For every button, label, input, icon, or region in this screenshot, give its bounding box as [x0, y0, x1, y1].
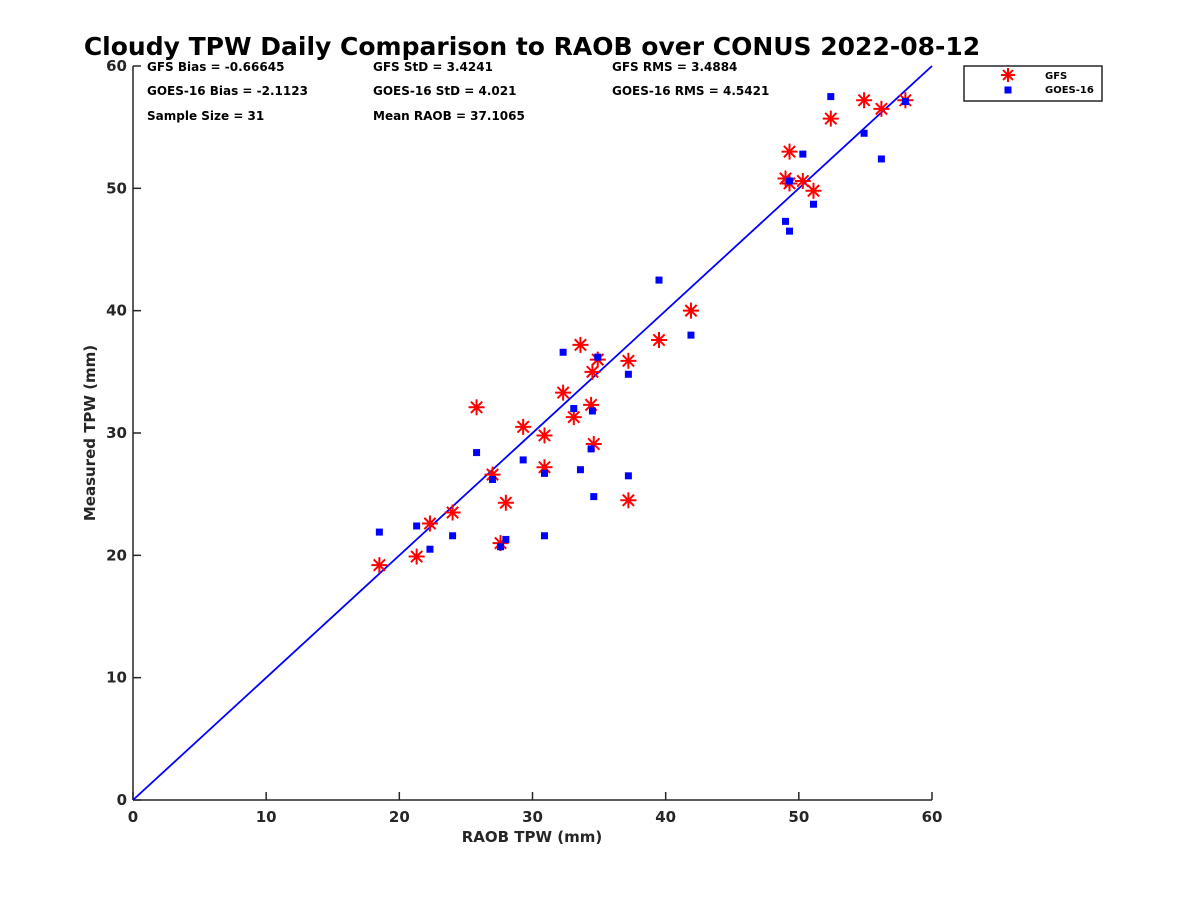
- y-axis-label: Measured TPW (mm): [81, 345, 99, 521]
- goes16-point: [449, 532, 457, 540]
- goes-bias-text: GOES-16 Bias = -2.1123: [147, 84, 308, 98]
- goes16-point: [827, 93, 835, 101]
- data-points: [371, 92, 914, 574]
- goes16-point: [540, 532, 548, 540]
- x-tick-label: 10: [256, 808, 277, 826]
- gfs-point: [822, 110, 839, 127]
- y-tick-label: 50: [106, 179, 127, 197]
- gfs-point: [651, 332, 668, 349]
- x-tick-label: 50: [788, 808, 809, 826]
- mean-raob-text: Mean RAOB = 37.1065: [373, 109, 525, 123]
- goes16-point: [570, 405, 578, 413]
- goes16-point: [590, 493, 598, 501]
- gfs-point: [805, 182, 822, 199]
- x-tick-label: 40: [655, 808, 676, 826]
- goes16-point: [877, 155, 885, 163]
- goes16-point: [786, 227, 794, 235]
- x-tick-label: 60: [922, 808, 943, 826]
- gfs-point: [781, 143, 798, 160]
- legend-box: [963, 65, 1103, 102]
- goes16-point: [901, 97, 909, 105]
- goes16-point: [624, 472, 632, 480]
- goes16-point: [786, 177, 794, 185]
- gfs-point: [584, 363, 601, 380]
- gfs-point: [620, 352, 637, 369]
- y-tick-label: 30: [106, 424, 127, 442]
- stats-block: GFS Bias = -0.66645 GFS StD = 3.4241 GFS…: [147, 60, 769, 123]
- gfs-point: [620, 492, 637, 509]
- x-axis-label: RAOB TPW (mm): [462, 828, 603, 846]
- gfs-point: [468, 399, 485, 416]
- goes16-point: [799, 150, 807, 158]
- goes16-point: [375, 528, 383, 536]
- gfs-bias-text: GFS Bias = -0.66645: [147, 60, 284, 74]
- x-tick-label: 0: [128, 808, 138, 826]
- y-tick-label: 0: [117, 791, 127, 809]
- goes16-point: [426, 545, 434, 553]
- gfs-point: [484, 466, 501, 483]
- y-tick-label: 20: [106, 546, 127, 564]
- goes16-point: [655, 276, 663, 284]
- gfs-point: [515, 418, 532, 435]
- goes16-point: [624, 370, 632, 378]
- gfs-rms-text: GFS RMS = 3.4884: [612, 60, 737, 74]
- goes16-point: [502, 535, 510, 543]
- goes-rms-text: GOES-16 RMS = 4.5421: [612, 84, 769, 98]
- gfs-point: [497, 494, 514, 511]
- gfs-point: [408, 548, 425, 565]
- gfs-point: [536, 427, 553, 444]
- goes16-point: [860, 129, 868, 137]
- gfs-point: [873, 100, 890, 117]
- goes16-point: [594, 353, 602, 361]
- gfs-point: [572, 336, 589, 353]
- x-tick-label: 30: [522, 808, 543, 826]
- legend-goes-label: GOES-16: [1045, 85, 1094, 96]
- legend-gfs-symbol: [1001, 68, 1015, 82]
- gfs-std-text: GFS StD = 3.4241: [373, 60, 493, 74]
- legend-goes-marker: [1004, 86, 1012, 94]
- y-tick-label: 40: [106, 302, 127, 320]
- goes16-point: [587, 445, 595, 453]
- gfs-point: [682, 302, 699, 319]
- one-to-one-line: [132, 65, 933, 801]
- gfs-point: [444, 504, 461, 521]
- legend-gfs-label: GFS: [1045, 71, 1067, 82]
- legend-gfs-marker: [1001, 68, 1015, 82]
- axes: 0 10 20 30 40 50 60 0 10 20 30 40 50 60: [106, 57, 942, 826]
- sample-size-text: Sample Size = 31: [147, 109, 264, 123]
- legend: GFS GOES-16: [963, 65, 1103, 102]
- y-tick-label: 60: [106, 57, 127, 75]
- chart-title: Cloudy TPW Daily Comparison to RAOB over…: [84, 32, 980, 61]
- goes16-point: [782, 217, 790, 225]
- y-tick-label: 10: [106, 669, 127, 687]
- gfs-point: [856, 92, 873, 109]
- goes16-point: [489, 475, 497, 483]
- gfs-point: [421, 515, 438, 532]
- legend-goes-symbol: [1004, 86, 1012, 94]
- goes16-point: [540, 469, 548, 477]
- x-tick-label: 20: [389, 808, 410, 826]
- goes-std-text: GOES-16 StD = 4.021: [373, 84, 516, 98]
- gfs-point: [371, 557, 388, 574]
- goes16-point: [473, 449, 481, 457]
- goes16-point: [519, 456, 527, 464]
- goes16-point: [559, 348, 567, 356]
- goes16-point: [576, 466, 584, 474]
- goes16-point: [809, 200, 817, 208]
- goes16-point: [588, 407, 596, 415]
- goes16-point: [413, 522, 421, 530]
- reference-line-group: [132, 65, 933, 801]
- goes16-point: [687, 331, 695, 339]
- goes16-point: [497, 543, 505, 551]
- gfs-point: [555, 384, 572, 401]
- gfs-point: [794, 172, 811, 189]
